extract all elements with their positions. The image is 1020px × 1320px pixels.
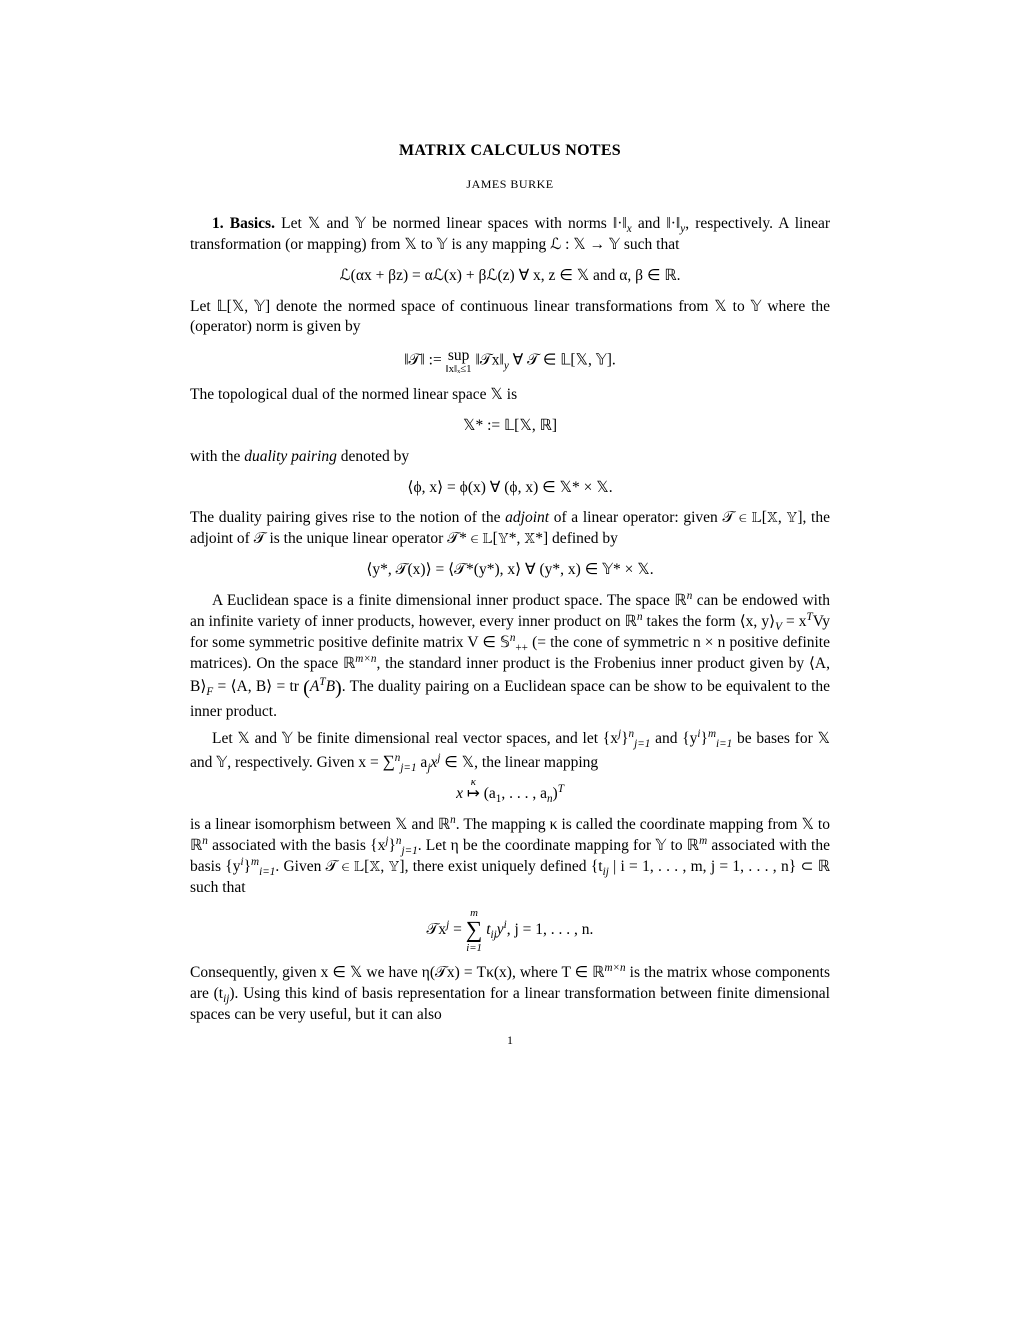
text: . Let η be the coordinate mapping for 𝕐 … [418,837,699,854]
emphasis: duality pairing [244,448,337,465]
text: } [244,858,251,875]
subscript: ++ [515,642,528,654]
paragraph-7: Let 𝕏 and 𝕐 be finite dimensional real v… [190,729,830,774]
text: takes the form ⟨x, y⟩ [643,613,776,630]
text: ‖𝒯‖ := [404,352,445,369]
text: a [417,754,428,771]
superscript: T [558,783,564,795]
superscript: m×n [355,653,376,665]
superscript: m×n [604,962,625,974]
paragraph-9: Consequently, given x ∈ 𝕏 we have η(𝒯x) … [190,963,830,1026]
text: , . . . , a [501,785,547,802]
paragraph-3: The topological dual of the normed linea… [190,385,830,406]
page: MATRIX CALCULUS NOTES JAMES BURKE 1. Bas… [0,0,1020,1320]
paren: ( [303,677,310,699]
text: and {y [650,730,697,747]
text: x [456,785,467,802]
paragraph-8: is a linear isomorphism between 𝕏 and ℝn… [190,815,830,899]
equation-4: ⟨ϕ, x⟩ = ϕ(x) ∀ (ϕ, x) ∈ 𝕏* × 𝕏. [190,478,830,499]
text: , j = 1, . . . , n. [507,921,594,938]
text: = x [782,613,807,630]
doc-title: MATRIX CALCULUS NOTES [190,140,830,162]
text: ∀ 𝒯 ∈ 𝕃[𝕏, 𝕐]. [509,352,616,369]
text: and ‖·‖ [632,215,681,232]
subscript: j=1 [401,845,417,857]
paragraph-1: 1. Basics. Let 𝕏 and 𝕐 be normed linear … [190,214,830,256]
text: with the [190,448,244,465]
paragraph-6: A Euclidean space is a finite dimensiona… [190,591,830,723]
subscript: i=1 [259,866,275,878]
superscript: m [251,855,259,867]
sup-mid: sup [448,347,470,364]
text: A [310,678,319,695]
paren: ) [335,677,342,699]
text: = [449,921,466,938]
sum-operator: m∑i=1 [466,908,483,953]
paragraph-4: with the duality pairing denoted by [190,447,830,468]
text: denoted by [337,448,409,465]
superscript: m [708,728,716,740]
section-head: 1. Basics. [212,215,275,232]
paragraph-5: The duality pairing gives rise to the no… [190,508,830,550]
equation-5: ⟨y*, 𝒯(x)⟩ = ⟨𝒯*(y*), x⟩ ∀ (y*, x) ∈ 𝕐* … [190,560,830,581]
equation-1: ℒ(αx + βz) = αℒ(x) + βℒ(z) ∀ x, z ∈ 𝕏 an… [190,266,830,287]
text: Let 𝕏 and 𝕐 be normed linear spaces with… [275,215,627,232]
text: is a linear isomorphism between 𝕏 and ℝ [190,816,450,833]
text: } [388,837,395,854]
page-number: 1 [190,1032,830,1048]
subscript: V [775,621,782,633]
text: A Euclidean space is a finite dimensiona… [212,592,687,609]
sup-bot: ‖x‖ₓ≤1 [446,364,472,375]
doc-author: JAMES BURKE [190,176,830,192]
superscript: m [699,835,707,847]
equation-7: 𝒯xj = m∑i=1 tijyi, j = 1, . . . , n. [190,908,830,953]
sum-bot: i=1 [466,943,483,954]
paragraph-2: Let 𝕃[𝕏, 𝕐] denote the normed space of c… [190,297,830,339]
equation-2: ‖𝒯‖ := sup‖x‖ₓ≤1 ‖𝒯x‖y ∀ 𝒯 ∈ 𝕃[𝕏, 𝕐]. [190,348,830,374]
emphasis: adjoint [505,509,549,526]
text: = ⟨A, B⟩ = tr [213,678,303,695]
text: (a [480,785,496,802]
text: associated with the basis {x [208,837,385,854]
subscript: j=1 [634,738,650,750]
text: The duality pairing gives rise to the no… [190,509,505,526]
text: B [326,678,335,695]
text: t [482,921,490,938]
subscript: i=1 [716,738,732,750]
text: } [621,730,628,747]
mapsto: κ↦ [467,784,480,805]
text: ‖𝒯x‖ [472,352,504,369]
text: ). Using this kind of basis representati… [190,985,830,1023]
text: 𝒯x [427,921,447,938]
text: y [497,921,504,938]
text: } [701,730,708,747]
text: Let 𝕏 and 𝕐 be finite dimensional real v… [212,730,618,747]
text: Consequently, given x ∈ 𝕏 we have η(𝒯x) … [190,964,604,981]
kappa: κ [467,775,480,790]
subscript: j=1 [400,762,416,774]
sum-symbol: ∑ [466,919,483,942]
text: . Given 𝒯 ∈ 𝕃[𝕏, 𝕐], there exist uniquel… [275,858,602,875]
sum-inline: ∑ [383,752,395,771]
equation-6: x κ↦ (a1, . . . , an)T [190,784,830,805]
equation-3: 𝕏* := 𝕃[𝕏, ℝ] [190,416,830,437]
text: ∈ 𝕏, the linear mapping [440,754,598,771]
sup-operator: sup‖x‖ₓ≤1 [446,348,472,374]
